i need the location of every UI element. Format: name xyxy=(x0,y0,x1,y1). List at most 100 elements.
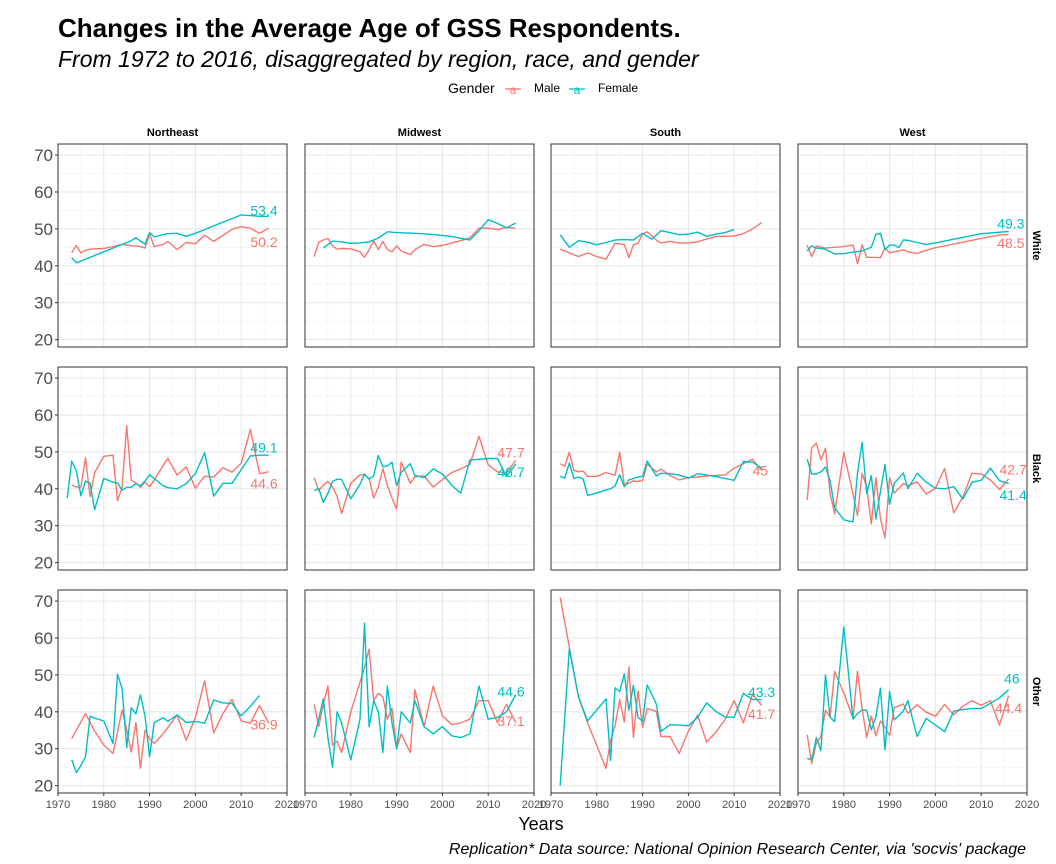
chart-title: Changes in the Average Age of GSS Respon… xyxy=(58,13,681,43)
x-tick-label: 2010 xyxy=(229,799,253,811)
legend-label-female: Female xyxy=(598,81,638,95)
strip-label-black: Black xyxy=(1030,454,1042,484)
panel-northeast-other: 36.9 20 30 40 50 60 70 1970 1980 1990 2000 2010 2020 xyxy=(34,589,299,811)
y-tick-label: 40 xyxy=(34,257,53,276)
end-label-female: 46 xyxy=(1004,671,1020,687)
x-tick-label: 2010 xyxy=(476,799,500,811)
end-label-male: 44.4 xyxy=(995,700,1022,716)
end-label-male: 42.7 xyxy=(1000,462,1027,478)
chart-subtitle: From 1972 to 2016, disaggregated by regi… xyxy=(58,46,700,72)
series-line-female xyxy=(322,218,517,249)
x-tick-label: 1970 xyxy=(539,799,563,811)
series-line-male xyxy=(313,226,516,258)
y-tick-label: 70 xyxy=(34,369,53,388)
series-line-male xyxy=(313,648,517,754)
end-label-male: 37.1 xyxy=(497,713,524,729)
x-tick-label: 1970 xyxy=(293,799,317,811)
x-tick-label: 2020 xyxy=(768,799,792,811)
end-label-female: 49.1 xyxy=(250,439,277,455)
series-line-male xyxy=(806,670,1010,765)
panel-border xyxy=(797,366,1028,571)
strip-label-northeast: Northeast xyxy=(147,127,199,139)
panel-border xyxy=(550,589,781,794)
panel-border xyxy=(57,366,288,571)
x-axis-title: Years xyxy=(518,814,563,834)
end-label-male: 50.2 xyxy=(250,234,277,250)
panel-border xyxy=(797,143,1028,348)
end-label-female: 46.7 xyxy=(497,464,524,480)
end-label-male: 48.5 xyxy=(997,235,1024,251)
x-tick-label: 2020 xyxy=(522,799,546,811)
panel-south-black: 45 xyxy=(550,366,781,571)
x-tick-label: 1990 xyxy=(137,799,161,811)
y-tick-label: 50 xyxy=(34,666,53,685)
series-line-male xyxy=(313,435,517,515)
y-tick-label: 30 xyxy=(34,294,53,313)
panel-border xyxy=(797,589,1028,794)
x-tick-label: 1990 xyxy=(384,799,408,811)
panel-border xyxy=(304,366,535,571)
strip-label-midwest: Midwest xyxy=(398,127,442,139)
panel-midwest-other: 44.6 37.1 1970 1980 1990 2000 2010 2020 xyxy=(293,589,546,811)
legend-label-male: Male xyxy=(534,81,560,95)
end-label-male: 45 xyxy=(753,462,769,478)
series-line-female xyxy=(559,228,735,249)
series-line-female xyxy=(806,230,1009,255)
panel-west-other: 46 44.4 1970 1980 1990 2000 2010 2020 xyxy=(786,589,1039,811)
panel-south-white xyxy=(550,143,781,348)
series-line-female xyxy=(806,626,1010,761)
series-line-female xyxy=(313,454,517,504)
legend-key-female: a xyxy=(569,83,585,97)
x-tick-label: 1980 xyxy=(92,799,116,811)
y-tick-label: 20 xyxy=(34,777,53,796)
y-tick-label: 40 xyxy=(34,480,53,499)
strip-label-west: West xyxy=(899,127,925,139)
y-tick-label: 50 xyxy=(34,443,53,462)
end-label-female: 53.4 xyxy=(250,202,277,218)
legend-glyph-female: a xyxy=(574,83,581,97)
panel-border xyxy=(304,589,535,794)
y-tick-label: 60 xyxy=(34,629,53,648)
panel-border xyxy=(550,366,781,571)
legend-title: Gender xyxy=(448,80,495,96)
x-tick-label: 1980 xyxy=(585,799,609,811)
panel-border xyxy=(550,143,781,348)
y-tick-label: 60 xyxy=(34,183,53,202)
panel-grid: Northeast Midwest South West White Black Other… xyxy=(34,127,1042,811)
y-tick-label: 30 xyxy=(34,517,53,536)
x-tick-label: 1970 xyxy=(46,799,70,811)
series-line-female xyxy=(71,214,269,264)
strip-label-south: South xyxy=(650,127,681,139)
caption: Replication* Data source: National Opini… xyxy=(449,841,1026,858)
series-line-female xyxy=(559,648,762,786)
series-line-male xyxy=(559,597,763,769)
y-tick-label: 70 xyxy=(34,146,53,165)
strip-label-other: Other xyxy=(1030,677,1042,707)
y-tick-label: 40 xyxy=(34,703,53,722)
series-line-male xyxy=(806,442,1010,539)
x-tick-label: 1990 xyxy=(630,799,654,811)
x-tick-label: 2020 xyxy=(275,799,299,811)
x-tick-label: 2010 xyxy=(969,799,993,811)
series-line-male xyxy=(559,222,763,260)
x-tick-label: 2020 xyxy=(1015,799,1039,811)
series-line-male xyxy=(71,680,270,769)
y-tick-label: 20 xyxy=(34,331,53,350)
y-tick-label: 20 xyxy=(34,554,53,573)
end-label-male: 36.9 xyxy=(250,717,277,733)
end-label-male: 41.7 xyxy=(748,706,775,722)
panel-border xyxy=(57,143,288,348)
x-tick-label: 2000 xyxy=(430,799,454,811)
end-label-female: 41.4 xyxy=(1000,487,1027,503)
panel-midwest-black: 47.7 46.7 xyxy=(304,366,535,571)
series-line-male xyxy=(806,233,1009,265)
series-line-male xyxy=(71,225,270,254)
x-tick-label: 2000 xyxy=(676,799,700,811)
x-tick-label: 1970 xyxy=(786,799,810,811)
series-line-female xyxy=(313,622,517,768)
series-line-female xyxy=(806,441,1009,523)
y-tick-label: 60 xyxy=(34,406,53,425)
legend-glyph-male: a xyxy=(510,83,517,97)
y-tick-label: 30 xyxy=(34,740,53,759)
